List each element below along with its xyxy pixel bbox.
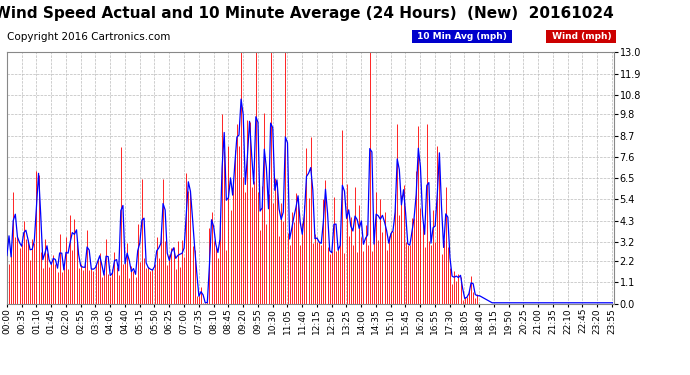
Text: Copyright 2016 Cartronics.com: Copyright 2016 Cartronics.com xyxy=(7,32,170,42)
Text: Wind (mph): Wind (mph) xyxy=(549,32,614,41)
Text: Wind Speed Actual and 10 Minute Average (24 Hours)  (New)  20161024: Wind Speed Actual and 10 Minute Average … xyxy=(0,6,613,21)
Text: 10 Min Avg (mph): 10 Min Avg (mph) xyxy=(414,32,510,41)
